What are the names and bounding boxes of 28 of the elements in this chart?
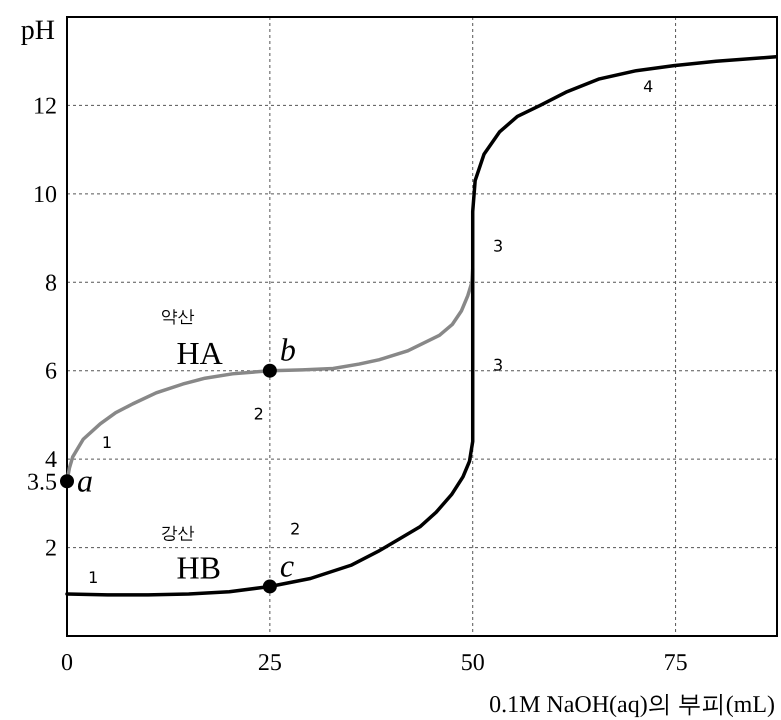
y-tick-label: 2	[45, 536, 57, 562]
annotation: 3	[493, 356, 504, 375]
y-tick-label: 12	[33, 93, 57, 120]
point	[60, 474, 74, 488]
data-label: c	[280, 547, 294, 584]
x-tick-label: 25	[258, 650, 282, 676]
annotation: 2	[254, 404, 264, 424]
y-axis-title: pH	[20, 15, 55, 46]
y-tick-label: 6	[45, 358, 57, 385]
annotation: 강산	[160, 524, 194, 544]
y-tick-label: 8	[45, 270, 57, 296]
annotation: 2	[290, 519, 300, 538]
annotation: HB	[176, 550, 221, 586]
point	[262, 364, 277, 378]
x-tick-label: 75	[664, 650, 688, 676]
x-tick-label: 50	[460, 650, 485, 676]
annotation: 3	[493, 236, 504, 256]
y-tick-label: 10	[33, 182, 57, 208]
annotation: 약산	[160, 307, 194, 328]
data-label: b	[280, 332, 296, 368]
point	[262, 579, 277, 594]
annotation: HA	[176, 335, 223, 372]
annotation: 1	[88, 568, 98, 587]
annotation: 4	[643, 77, 654, 96]
annotation: 1	[102, 433, 112, 452]
x-axis-title: 0.1M NaOH(aq)의 부피(mL)	[489, 692, 775, 718]
data-label: a	[77, 462, 93, 498]
x-tick-label: 0	[61, 650, 73, 676]
